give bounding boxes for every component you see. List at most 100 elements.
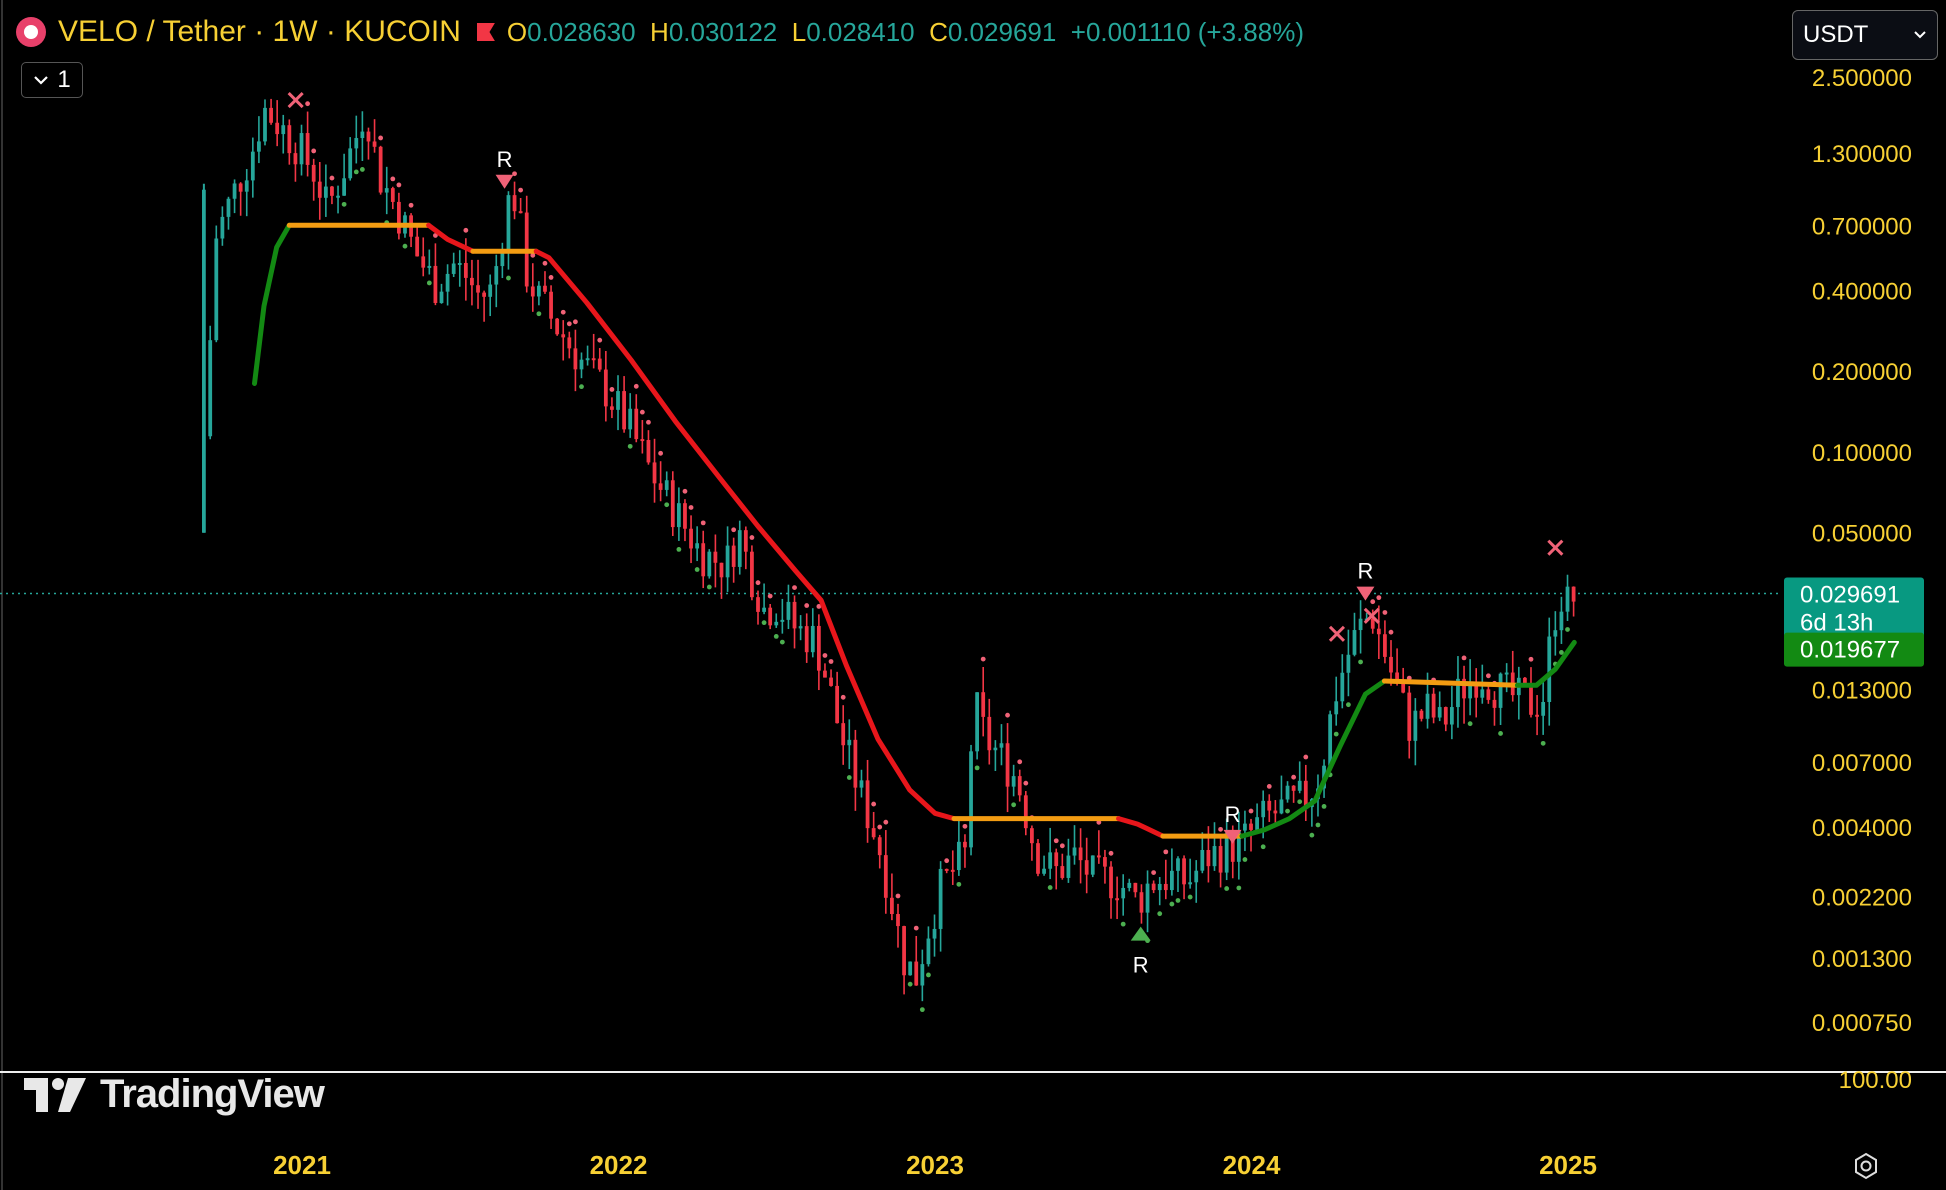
candle	[311, 164, 316, 182]
candle	[1023, 795, 1028, 829]
candle	[1462, 678, 1466, 699]
signal-dot	[779, 639, 785, 645]
candle	[1249, 823, 1253, 830]
candle	[1121, 887, 1126, 899]
signal-dot	[828, 659, 834, 664]
signal-dot	[1370, 599, 1376, 605]
countdown-label: 6d 13h	[1800, 609, 1873, 636]
signal-dot	[1047, 885, 1053, 890]
candle	[981, 692, 986, 717]
candle	[244, 180, 249, 192]
cross-stroke	[1363, 607, 1380, 624]
settings-icon[interactable]	[1852, 1152, 1880, 1180]
signal-dot	[1333, 731, 1339, 737]
trend-bull-segment	[252, 222, 292, 386]
candle	[603, 369, 608, 407]
collapse-indicators-button[interactable]: 1	[21, 62, 83, 98]
buy-triangle-marker	[1130, 926, 1151, 941]
trend-bear-segment	[533, 248, 957, 822]
candle	[695, 543, 700, 549]
candle	[871, 828, 876, 838]
candle	[1401, 683, 1406, 693]
velo-logo-icon	[16, 17, 46, 47]
sell-triangle-marker	[1223, 829, 1242, 844]
candle	[1443, 707, 1448, 725]
candle	[932, 928, 937, 939]
candle	[512, 195, 517, 212]
candle	[1109, 866, 1113, 899]
candle	[1151, 883, 1156, 891]
signal-dot	[1485, 673, 1491, 679]
candle	[1456, 678, 1460, 708]
candle	[999, 743, 1004, 748]
signal-dot	[761, 620, 767, 626]
candle	[293, 153, 298, 165]
candle	[829, 677, 833, 686]
cross-stroke	[1547, 539, 1564, 556]
candle	[652, 462, 657, 484]
candle	[585, 358, 590, 361]
sell-triangle-marker	[1356, 586, 1375, 601]
candle	[1285, 785, 1290, 800]
signal-dot	[548, 275, 554, 280]
trend-neutral-segment	[1381, 678, 1520, 688]
signal-dot	[530, 252, 536, 258]
signal-dot	[688, 505, 694, 510]
signal-dot	[1382, 610, 1388, 615]
signal-dot	[1242, 857, 1248, 862]
candle	[537, 285, 541, 297]
tradingview-brand[interactable]: TradingView	[24, 1072, 325, 1117]
candle	[640, 439, 645, 442]
currency-select[interactable]: USDT	[1792, 10, 1938, 60]
x-tick-label: 2024	[1223, 1150, 1281, 1180]
candle	[622, 391, 626, 430]
time-axis[interactable]: 2021 2022 2023 2024 2025	[273, 1150, 1597, 1180]
y-tick-label: 0.200000	[1812, 359, 1912, 386]
candle	[208, 340, 213, 437]
cross-stroke	[287, 92, 304, 109]
price-axis[interactable]: 2.500000 1.300000 0.700000 0.400000 0.200000…	[1784, 65, 1924, 1094]
candle	[263, 107, 267, 142]
signal-dot	[755, 580, 761, 586]
signal-dot	[1315, 822, 1321, 828]
signal-dot	[305, 101, 310, 107]
y-tick-label: 1.300000	[1812, 141, 1912, 168]
candle	[701, 543, 706, 577]
signal-dot	[396, 182, 402, 188]
symbol-title[interactable]: VELO / Tether · 1W · KUCOIN	[58, 15, 461, 48]
candle	[1291, 785, 1296, 791]
candle	[433, 265, 438, 304]
signal-dot	[329, 175, 335, 181]
signal-dot	[804, 603, 810, 608]
open-label: O	[506, 16, 528, 47]
candle	[719, 562, 724, 578]
candle	[1529, 686, 1533, 715]
open-value: 0.028630	[527, 16, 636, 47]
candle	[1042, 868, 1046, 874]
candle	[634, 408, 639, 440]
signal-dot	[1266, 784, 1272, 789]
cross-stroke	[1328, 625, 1346, 642]
signal-dot	[609, 387, 615, 392]
candle	[1547, 636, 1552, 703]
candle	[427, 265, 432, 268]
signal-dot	[566, 321, 572, 327]
signal-dot	[1358, 659, 1363, 665]
signal-dot	[1096, 819, 1102, 825]
marker-label: R	[1133, 953, 1149, 978]
candle	[299, 133, 304, 165]
signal-dot	[359, 167, 365, 172]
candle	[421, 256, 426, 268]
candle	[567, 337, 572, 349]
candle	[1267, 800, 1272, 811]
candle	[1504, 672, 1509, 675]
low-label: L	[791, 16, 807, 47]
flag-icon[interactable]	[476, 23, 495, 41]
signal-dot	[1011, 802, 1017, 808]
candle	[1206, 850, 1211, 867]
high-label: H	[650, 16, 669, 47]
candle	[348, 148, 353, 179]
candle	[257, 141, 261, 152]
signal-dot	[822, 653, 828, 658]
